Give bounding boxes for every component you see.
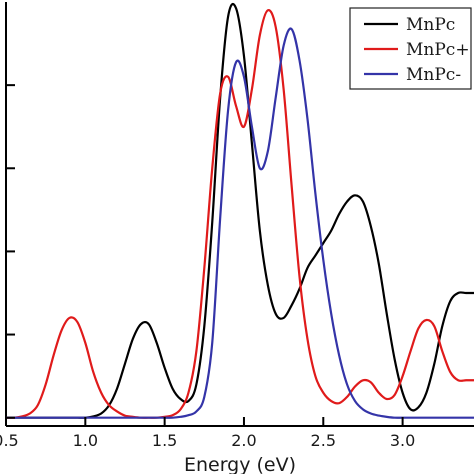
axes bbox=[5, 2, 474, 427]
x-tick-label: 0.5 bbox=[0, 431, 19, 450]
x-tick-label: 2.0 bbox=[231, 431, 256, 450]
legend-label: MnPc+ bbox=[406, 40, 470, 60]
x-axis-title: Energy (eV) bbox=[184, 454, 296, 474]
legend-label: MnPc bbox=[406, 15, 455, 35]
legend-label: MnPc- bbox=[406, 65, 461, 85]
x-tick-label: 1.5 bbox=[152, 431, 177, 450]
x-tick-label: 2.5 bbox=[311, 431, 336, 450]
ticks-layer: 0.5 1.0 1.5 2.0 2.5 3.0 bbox=[0, 84, 415, 450]
legend[interactable]: MnPc MnPc+ MnPc- bbox=[349, 7, 472, 90]
series-line-2 bbox=[5, 9, 474, 419]
x-tick-label: 3.0 bbox=[390, 431, 415, 450]
x-tick-label: 1.0 bbox=[73, 431, 98, 450]
